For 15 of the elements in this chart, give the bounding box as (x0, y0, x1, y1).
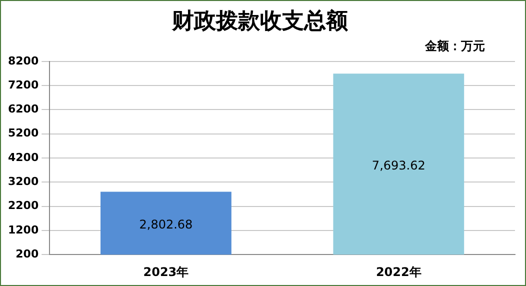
y-tick-label: 200 (16, 247, 39, 260)
y-tick-label: 6200 (8, 102, 39, 116)
text: 金额：万元 (424, 39, 485, 54)
x-tick-label: 2022年 (376, 264, 422, 279)
y-tick-label: 7200 (8, 78, 39, 92)
y-tick-label: 4200 (8, 150, 39, 164)
chart-title: 财政拨款收支总额 (171, 8, 349, 33)
y-tick-label: 3200 (8, 175, 39, 188)
y-tick-label: 2200 (8, 199, 39, 212)
data-label: 2,802.68 (139, 218, 193, 232)
y-tick-label: 1200 (8, 223, 39, 236)
data-label: 7,693.62 (372, 158, 426, 173)
y-tick-label: 5200 (8, 126, 39, 140)
y-tick-label: 8200 (8, 54, 39, 68)
x-tick-label: 2023年 (143, 264, 189, 279)
